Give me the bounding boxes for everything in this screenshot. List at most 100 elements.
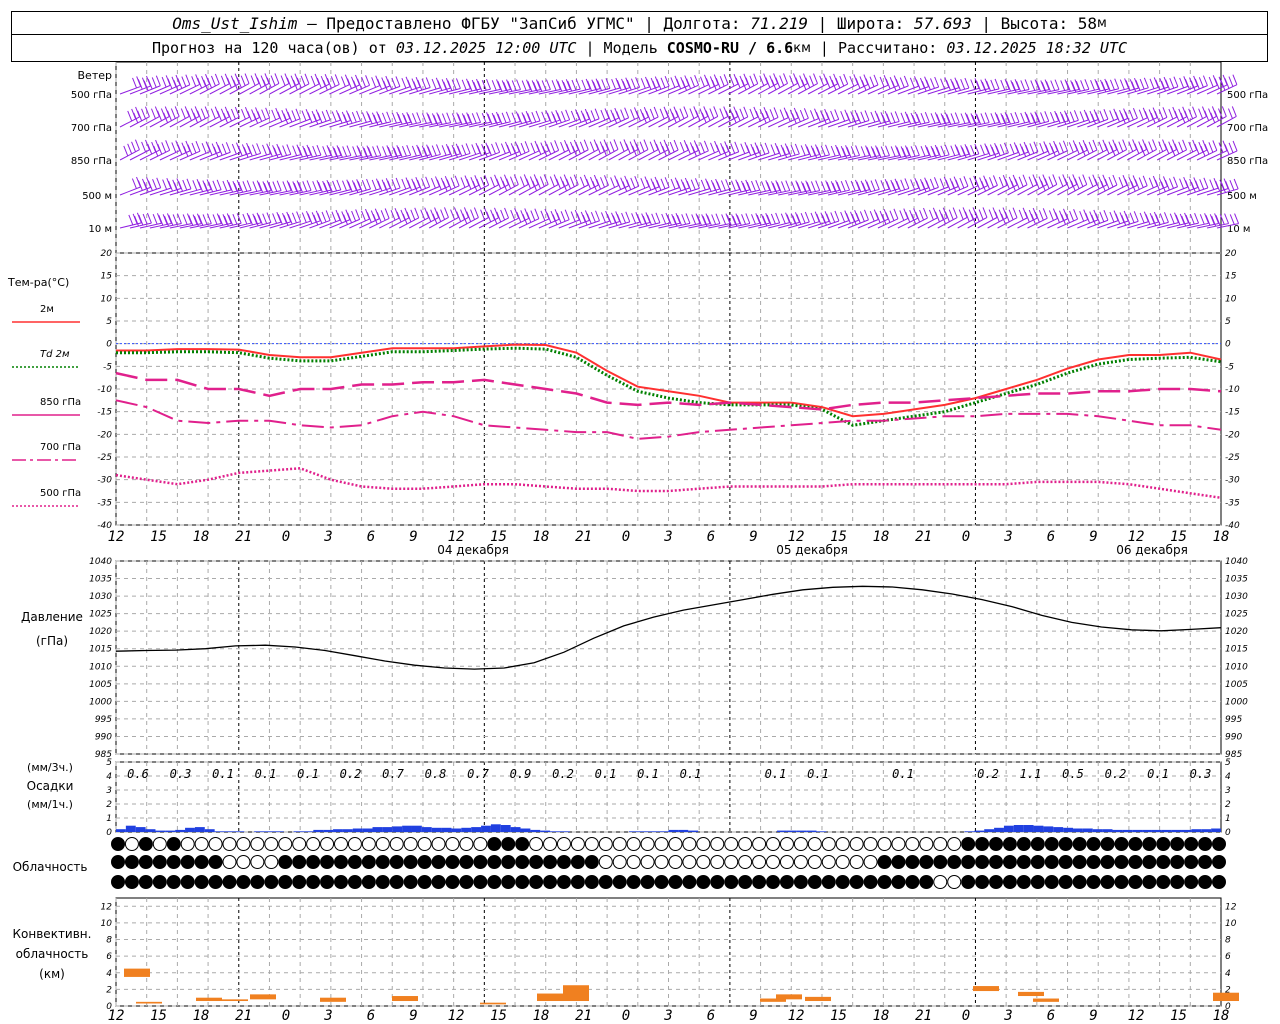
wind-barb-tick: [221, 143, 227, 154]
wind-barb-tick: [218, 215, 224, 226]
wind-barb-tick: [361, 180, 367, 191]
wind-barb-tick: [835, 144, 840, 156]
wind-barb-tick: [1034, 211, 1040, 223]
wind-barb-shaft: [877, 218, 899, 229]
wind-barb-tick: [609, 141, 615, 152]
wind-barb-tick: [880, 146, 886, 157]
wind-barb-tick: [863, 209, 869, 221]
convective-tick-right: 0: [1225, 1002, 1231, 1012]
x-hour-label-mid: 15: [1170, 529, 1187, 545]
wind-barb-shaft: [768, 222, 790, 229]
wind-barb-tick: [1092, 174, 1098, 185]
wind-barb-tick: [723, 74, 729, 85]
wind-barb-shaft: [927, 186, 949, 196]
precipitation-bar: [263, 831, 274, 832]
wind-barb-shaft: [877, 120, 900, 128]
wind-barb-tick: [1143, 77, 1149, 88]
wind-barb-tick: [900, 112, 906, 123]
wind-barb-tick: [480, 176, 486, 188]
wind-barb-tick: [771, 79, 777, 90]
wind-barb-tick: [594, 108, 600, 119]
wind-barb-shaft: [698, 223, 721, 229]
cloud-symbol: [445, 875, 460, 889]
wind-barb-tick: [904, 178, 910, 189]
wind-barb-tick: [864, 179, 870, 190]
wind-barb-tick: [566, 178, 571, 190]
wind-barb-tick: [612, 215, 618, 226]
wind-barb-tick: [991, 146, 997, 158]
wind-barb-tick: [1072, 174, 1078, 185]
wind-barb-tick: [676, 78, 682, 90]
wind-barb-shaft: [478, 151, 500, 161]
wind-barb-shaft: [1007, 184, 1028, 196]
wind-barb-tick: [236, 77, 242, 88]
wind-barb-tick: [621, 212, 627, 224]
wind-barb-tick: [514, 207, 520, 219]
x-hour-label-mid: 15: [830, 529, 847, 545]
wind-barb-tick: [436, 179, 442, 190]
wind-barb-shaft: [369, 121, 391, 128]
wind-barb-tick: [642, 215, 648, 227]
wind-barb-tick: [241, 109, 246, 120]
wind-barb-tick: [313, 113, 319, 125]
wind-barb-tick: [134, 139, 140, 150]
wind-barb-tick: [202, 214, 208, 225]
wind-barb-tick: [800, 145, 806, 156]
wind-barb-tick: [283, 113, 289, 124]
wind-barb-tick: [586, 178, 591, 190]
pressure-tick-left: 1010: [89, 662, 112, 672]
wind-barb-tick: [690, 76, 696, 88]
precipitation-bar: [490, 824, 501, 832]
wind-barb-shaft: [508, 184, 529, 196]
wind-barb-shaft: [1007, 121, 1030, 128]
wind-barb-shaft: [409, 87, 431, 95]
wind-barb-shaft: [418, 186, 440, 196]
wind-barb-shaft: [458, 121, 481, 128]
wind-barb-tick: [730, 143, 736, 154]
x-hour-label-mid: 15: [490, 529, 507, 545]
cloud-symbol: [222, 855, 237, 869]
wind-barb-tick: [889, 210, 895, 221]
cloud-symbol: [529, 837, 544, 851]
wind-barb-shaft: [628, 149, 649, 161]
wind-barb-tick: [706, 215, 712, 226]
wind-barb-shaft: [129, 222, 152, 229]
wind-barb-tick: [521, 80, 527, 91]
cloud-symbol: [515, 855, 530, 869]
precipitation-bar: [678, 829, 689, 832]
wind-barb-tick: [915, 79, 921, 90]
cloud-symbol: [501, 875, 516, 889]
wind-level-left: 10 м: [89, 224, 112, 235]
wind-barb-tick: [925, 79, 931, 90]
wind-barb-tick: [1065, 81, 1071, 92]
wind-barb-tick: [1115, 213, 1121, 224]
wind-barb-tick: [307, 213, 313, 224]
wind-barb-tick: [462, 213, 468, 224]
wind-barb-tick: [1025, 113, 1031, 124]
wind-barb-tick: [696, 215, 702, 226]
wind-barb-tick: [944, 144, 950, 156]
wind-barb-shaft: [847, 120, 870, 128]
wind-barb-shaft: [159, 116, 180, 128]
wind-barb-tick: [127, 143, 133, 155]
wind-barb-tick: [397, 113, 403, 125]
wind-barb-tick: [1204, 213, 1210, 224]
pressure-tick-left: 1025: [89, 610, 112, 620]
wind-barb-tick: [321, 111, 327, 122]
cloud-symbol: [919, 837, 934, 851]
wind-barb-tick: [809, 75, 815, 86]
x-hour-label-mid: 18: [193, 529, 210, 545]
x-hour-label-bottom: 0: [962, 1008, 970, 1024]
precipitation-bar: [431, 827, 442, 832]
wind-barb-shaft: [598, 87, 620, 95]
wind-barb-tick: [960, 145, 966, 156]
wind-barb-shaft: [937, 217, 958, 229]
wind-barb-tick: [317, 213, 323, 224]
wind-barb-tick: [1048, 176, 1054, 187]
wind-barb-tick: [846, 147, 852, 158]
wind-barb-tick: [809, 110, 815, 121]
wind-barb-shaft: [1117, 220, 1139, 229]
wind-barb-shaft: [229, 116, 250, 128]
wind-barb-shaft: [1057, 150, 1078, 161]
wind-barb-tick: [625, 77, 631, 88]
